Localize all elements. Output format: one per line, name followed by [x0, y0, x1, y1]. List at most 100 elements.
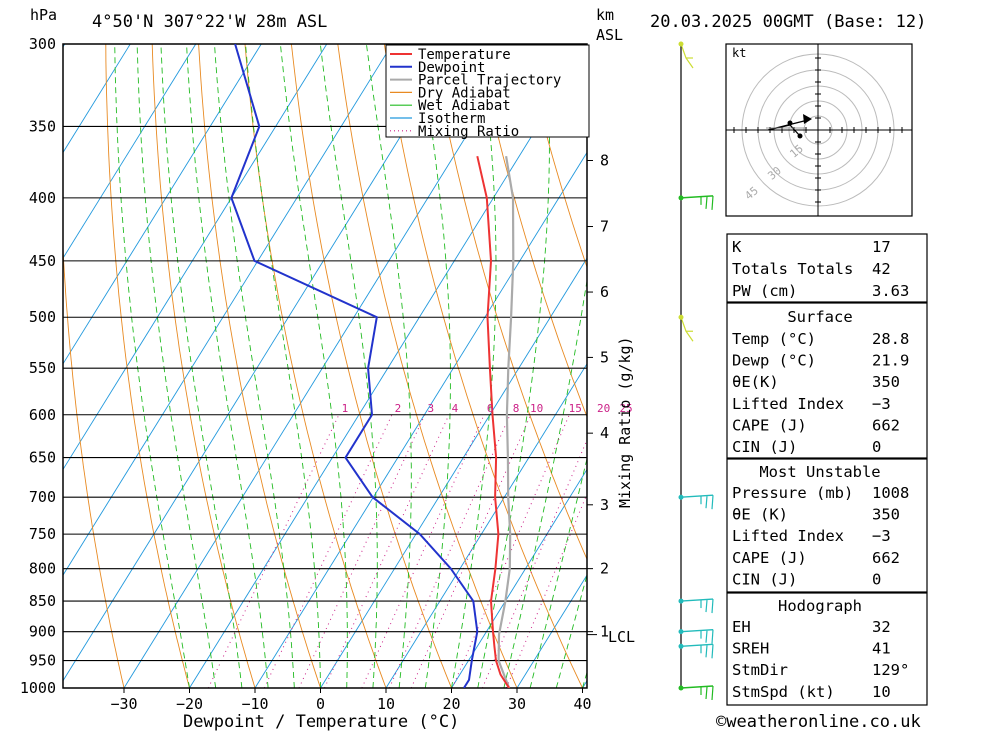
dry-adiabat-line: [476, 44, 587, 418]
isotherm-line: [189, 46, 587, 688]
isotherm-line: [63, 44, 393, 576]
hodograph-row-value: 32: [872, 618, 891, 636]
datetime-label: 20.03.2025 00GMT (Base: 12): [650, 12, 926, 32]
wet-adiabat-line: [319, 44, 378, 688]
mixing-ratio-line: [207, 414, 340, 688]
mixing-ratio-line: [361, 414, 485, 688]
dry-adiabat-line: [244, 44, 387, 688]
wet-adiabat-line: [245, 44, 321, 688]
table-box: [726, 458, 928, 593]
location-label: 4°50'N 307°22'W 28m ASL: [92, 12, 327, 32]
hodograph-row-label: EH: [732, 618, 751, 636]
hodograph-row-value: 129°: [872, 661, 909, 679]
isotherm-line: [63, 44, 262, 365]
legend-label: Temperature: [418, 47, 511, 63]
height-tick-label: 6: [600, 283, 609, 301]
legend-label: Mixing Ratio: [418, 124, 519, 140]
height-tick-label: 8: [600, 151, 609, 169]
dry-adiabat-line: [337, 44, 518, 688]
parcel-trajectory-line: [497, 156, 515, 688]
mixing-ratio-label: 6: [487, 402, 494, 415]
mixing-ratio-label: 10: [530, 402, 543, 415]
temperature-profile-line: [476, 155, 510, 688]
index-row-label: Totals Totals: [732, 260, 853, 278]
mixing-ratio-label: 4: [452, 402, 459, 415]
surface-row-value: 0: [872, 438, 881, 456]
pressure-tick-label: 350: [29, 117, 56, 135]
temperature-tick-label: 0: [316, 695, 325, 713]
mixing-ratio-label: 8: [513, 402, 520, 415]
temperature-tick-label: 30: [508, 695, 526, 713]
table-box: [726, 592, 928, 706]
most-unstable-row-value: 0: [872, 570, 881, 588]
dry-adiabat-line: [63, 240, 125, 688]
mixing-ratio-labels: 1 2 3 4 6 8 10 15 20 25: [342, 402, 633, 415]
height-tick-label: 7: [600, 218, 609, 236]
dry-adiabat-line: [151, 44, 256, 688]
pressure-tick-label: 800: [29, 560, 56, 578]
most-unstable-row-label: CAPE (J): [732, 549, 807, 567]
mixing-ratio-label: 15: [569, 402, 582, 415]
legend-label: Isotherm: [418, 111, 485, 127]
surface-row-label: Lifted Index: [732, 395, 844, 413]
pressure-tick-label: 950: [29, 652, 56, 670]
pressure-tick-label: 850: [29, 592, 56, 610]
wet-adiabat-line: [160, 44, 243, 688]
pressure-tick-label: 550: [29, 359, 56, 377]
table-box: [726, 302, 928, 459]
dry-adiabat-line: [430, 44, 587, 561]
wind-barb: [678, 314, 694, 342]
most-unstable-row-value: 662: [872, 549, 900, 567]
surface-row-value: −3: [872, 395, 891, 413]
surface-row-label: CIN (J): [732, 438, 797, 456]
wind-barb: [678, 195, 714, 210]
temperature-tick-label: −30: [110, 695, 137, 713]
most-unstable-row-label: Pressure (mb): [732, 484, 853, 502]
index-row-value: 17: [872, 238, 891, 256]
mixing-ratio-line: [298, 414, 426, 688]
surface-row-label: θE(K): [732, 373, 779, 391]
most-unstable-row-value: −3: [872, 527, 891, 545]
temperature-axis: −30 −20 −10 0 10 20 30 40: [110, 688, 592, 713]
dry-adiabat-line: [105, 44, 190, 688]
surface-row-label: Dewp (°C): [732, 352, 816, 370]
copyright: ©weatheronline.co.uk: [716, 712, 921, 732]
dry-adiabat-line: [198, 44, 321, 688]
plot-frame: [62, 43, 588, 689]
surface-row-value: 28.8: [872, 330, 909, 348]
wet-adiabat-line: [186, 44, 269, 688]
wet-adiabat-line: [136, 44, 217, 688]
dry-adiabat-line: [383, 44, 583, 688]
temperature-tick-label: 40: [573, 695, 591, 713]
wind-barb: [678, 628, 714, 644]
surface-row-value: 350: [872, 373, 900, 391]
hodograph: kt 15 30 45: [725, 43, 913, 217]
mixing-ratio-label: 1: [342, 402, 349, 415]
mixing-ratio-label: 2: [395, 402, 402, 415]
wet-adiabat-line: [214, 44, 295, 688]
index-row-label: K: [732, 238, 742, 256]
hodograph-trace: [766, 114, 812, 139]
isotherm-line: [320, 257, 587, 688]
most-unstable-row-label: θE (K): [732, 506, 788, 524]
height-unit-sub-label: ASL: [596, 26, 623, 44]
wet-adiabat-line: [503, 278, 587, 688]
index-row-value: 42: [872, 260, 891, 278]
most-unstable-row-label: Lifted Index: [732, 527, 844, 545]
hodograph-row-value: 10: [872, 683, 891, 701]
isotherm-line: [63, 44, 197, 260]
mixing-ratio-line: [388, 414, 511, 688]
isotherm-line: [63, 44, 459, 682]
pressure-tick-label: 700: [29, 488, 56, 506]
dry-adiabat-line: [979, 26, 1000, 688]
height-tick-label: 1: [600, 623, 609, 641]
wet-adiabat-line: [365, 44, 412, 688]
temperature-tick-label: −10: [241, 695, 268, 713]
pressure-tick-label: 900: [29, 623, 56, 641]
wind-barb: [678, 598, 714, 614]
index-row-label: PW (cm): [732, 282, 797, 300]
profiles: [230, 44, 515, 688]
background-lines: [63, 26, 1000, 688]
isotherm-line: [63, 44, 131, 154]
